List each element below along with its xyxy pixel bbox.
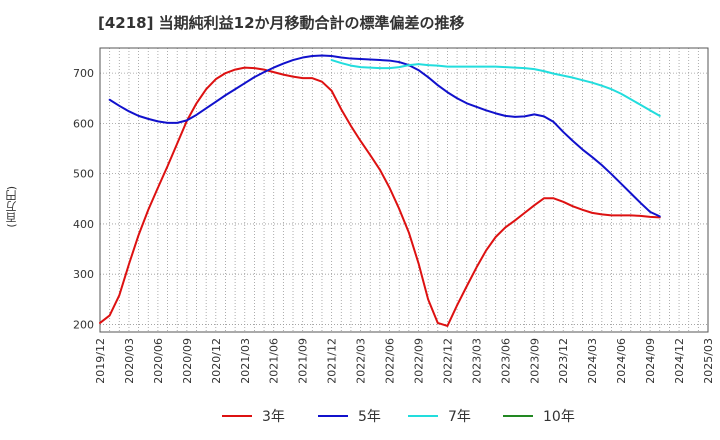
x-tick-label: 2023/09: [528, 338, 541, 384]
y-tick-label: 200: [73, 318, 94, 331]
x-tick-label: 2020/12: [210, 338, 223, 384]
x-tick-label: 2021/12: [326, 338, 339, 384]
x-tick-label: 2021/09: [297, 338, 310, 384]
x-tick-label: 2021/03: [239, 338, 252, 384]
series-line-3: [330, 59, 661, 117]
x-tick-label: 2024/12: [673, 338, 686, 384]
x-tick-label: 2023/12: [557, 338, 570, 384]
x-tick-label: 2021/06: [268, 338, 281, 384]
y-tick-label: 300: [73, 268, 94, 281]
y-tick-label: 600: [73, 117, 94, 130]
x-tick-label: 2024/06: [615, 338, 628, 384]
x-tick-label: 2024/03: [586, 338, 599, 384]
legend-label-4: 10年: [543, 409, 575, 425]
x-tick-label: 2024/09: [644, 338, 657, 384]
x-tick-label: 2025/03: [702, 338, 715, 384]
x-tick-label: 2020/09: [181, 338, 194, 384]
legend-label-3: 7年: [448, 409, 471, 425]
x-tick-label: 2022/06: [384, 338, 397, 384]
y-tick-label: 700: [73, 67, 94, 80]
series-line-2: [108, 54, 661, 218]
x-tick-label: 2023/06: [499, 338, 512, 384]
series-line-1: [99, 66, 661, 327]
x-tick-label: 2022/09: [412, 338, 425, 384]
x-tick-label: 2022/03: [355, 338, 368, 384]
x-tick-label: 2020/03: [123, 338, 136, 384]
x-tick-label: 2019/12: [94, 338, 107, 384]
y-tick-label: 400: [73, 218, 94, 231]
chart-title: [4218] 当期純利益12か月移動合計の標準偏差の推移: [98, 14, 465, 32]
x-tick-label: 2022/12: [441, 338, 454, 384]
plot-frame: [99, 47, 709, 333]
legend-label-2: 5年: [358, 409, 381, 425]
y-tick-label: 500: [73, 168, 94, 181]
legend-label-1: 3年: [262, 409, 285, 425]
x-tick-label: 2020/06: [152, 338, 165, 384]
plot-area: [100, 48, 708, 332]
x-tick-label: 2023/03: [470, 338, 483, 384]
